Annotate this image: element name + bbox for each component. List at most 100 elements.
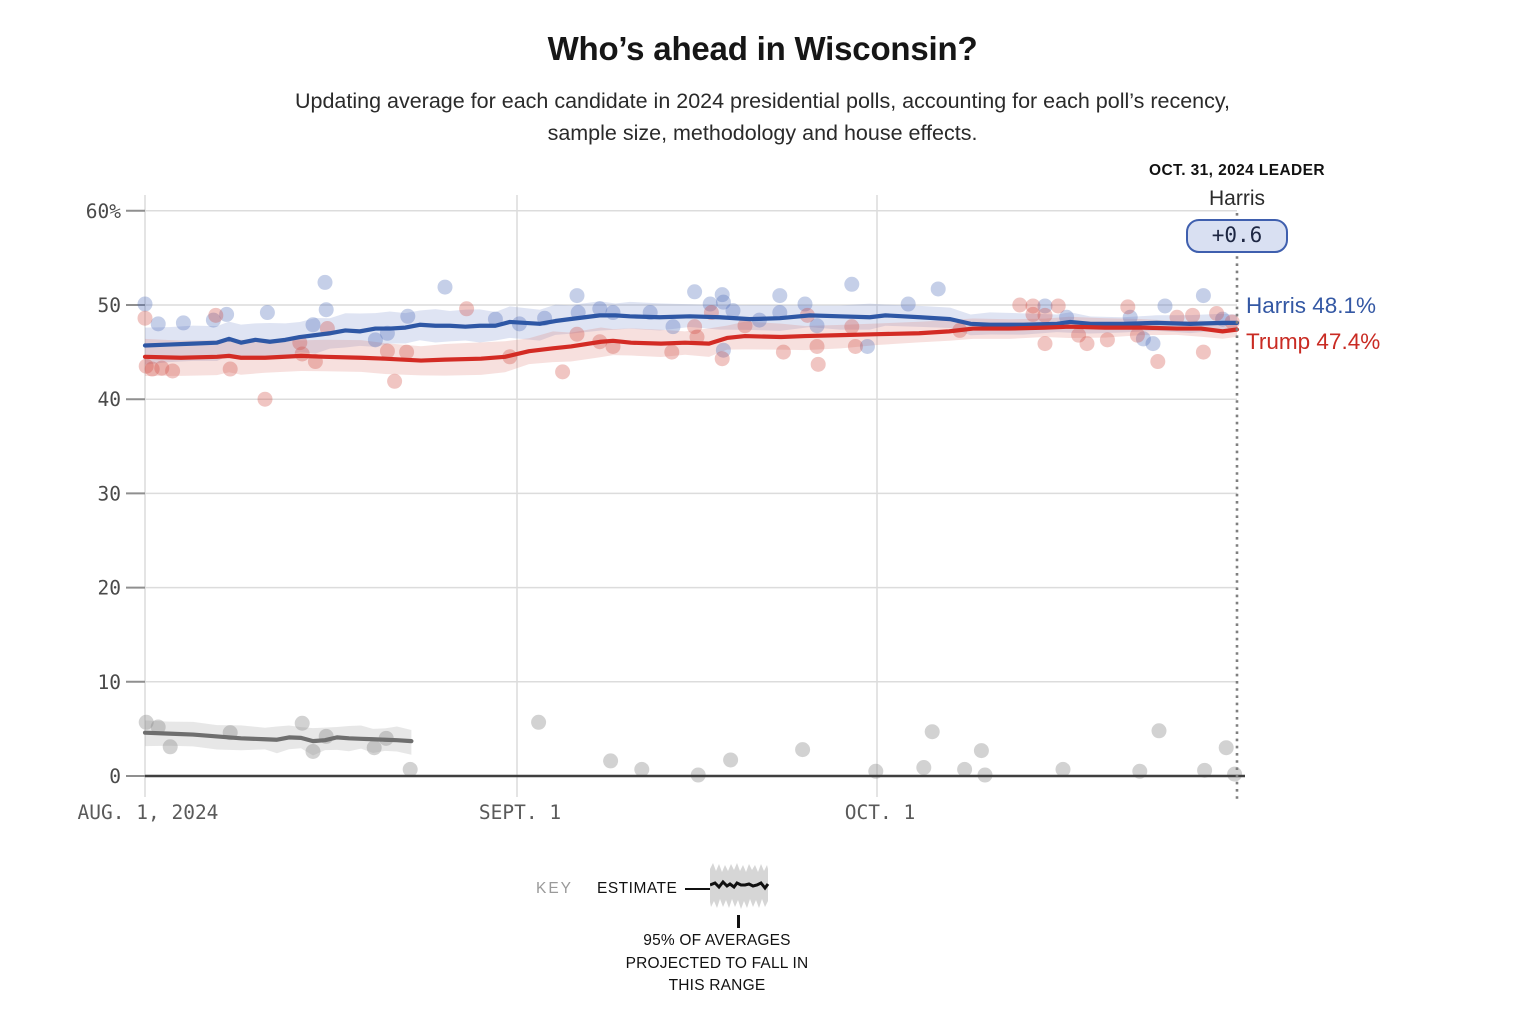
x-tick-label: SEPT. 1	[479, 801, 561, 824]
poll-dot	[175, 315, 191, 331]
poll-dot	[387, 373, 403, 389]
poll-dot	[1037, 336, 1053, 352]
poll-dot	[957, 761, 973, 777]
poll-dot	[437, 279, 453, 295]
leader-margin-badge: +0.6	[1186, 219, 1288, 253]
key-caption-line-1: 95% OF AVERAGES	[643, 932, 791, 949]
poll-dot	[689, 329, 705, 345]
x-tick-label: AUG. 1, 2024	[78, 801, 219, 824]
poll-dot	[531, 714, 547, 730]
poll-dot	[1129, 327, 1145, 343]
poll-dot	[1185, 307, 1201, 323]
poll-dot	[1195, 344, 1211, 360]
poll-dot	[687, 319, 703, 335]
poll-dot	[900, 296, 916, 312]
poll-dot	[1099, 332, 1115, 348]
trump-average-line	[142, 324, 1240, 363]
poll-dot	[924, 724, 940, 740]
x-tick-label: OCT. 1	[845, 801, 915, 824]
harris-final-value-label: Harris 48.1%	[1246, 293, 1377, 318]
poll-dot	[605, 305, 621, 321]
poll-dot	[1079, 336, 1095, 352]
poll-dot	[714, 287, 730, 303]
poll-dot	[687, 284, 703, 300]
poll-dot	[138, 714, 154, 730]
y-tick-label: 10	[98, 671, 121, 694]
y-tick-label: 20	[98, 577, 121, 600]
poll-dot	[137, 296, 153, 312]
estimate-label: ESTIMATE	[597, 880, 678, 897]
poll-dot	[916, 760, 932, 776]
poll-dot	[205, 312, 221, 328]
poll-dot	[1135, 331, 1151, 347]
y-tick-label: 0	[109, 765, 121, 788]
poll-dot	[715, 294, 731, 310]
poll-dot	[1025, 298, 1041, 314]
poll-dot	[1071, 327, 1087, 343]
poll-dot	[1050, 298, 1066, 314]
poll-dot	[1055, 761, 1071, 777]
poll-dot	[399, 344, 415, 360]
poll-dot	[366, 740, 382, 756]
other-poll-dots	[138, 714, 1243, 783]
poll-dot	[569, 288, 585, 304]
poll-dot	[318, 302, 334, 318]
poll-dot	[797, 296, 813, 312]
poll-dot	[775, 344, 791, 360]
poll-dot	[1195, 288, 1211, 304]
poll-dot	[137, 310, 153, 326]
poll-dot	[1169, 309, 1185, 325]
poll-dot	[259, 305, 275, 321]
poll-dot	[219, 306, 235, 322]
poll-dot	[138, 358, 154, 374]
other-average-line	[142, 730, 414, 744]
poll-dot	[317, 274, 333, 290]
poll-dot	[844, 276, 860, 292]
page-subtitle: Updating average for each candidate in 2…	[0, 85, 1525, 149]
harris-uncertainty-band	[145, 301, 1237, 365]
poll-dot	[1157, 298, 1173, 314]
x-grid: AUG. 1, 2024 SEPT. 1 OCT. 1	[78, 195, 915, 824]
poll-dot	[1150, 354, 1166, 370]
poll-dot	[555, 364, 571, 380]
poll-dot	[402, 761, 418, 777]
poll-dot	[208, 307, 224, 323]
poll-dot	[1037, 298, 1053, 314]
y-grid: 0 10 20 30 40 50 60%	[86, 200, 1237, 788]
poll-dot	[569, 326, 585, 342]
poll-dot	[715, 342, 731, 358]
key-connector-line	[685, 888, 712, 890]
poll-dot	[400, 308, 416, 324]
harris-average-line	[142, 313, 1240, 348]
leader-name: Harris	[1209, 187, 1265, 210]
poll-dot	[1025, 306, 1041, 322]
trump-poll-dots	[137, 297, 1240, 407]
key-band-shape	[710, 863, 768, 909]
poll-dot	[809, 318, 825, 334]
poll-dot	[714, 351, 730, 367]
estimate-band-swatch	[710, 863, 770, 909]
poll-dot	[162, 739, 178, 755]
poll-dot	[973, 743, 989, 759]
key-caption-line-3: THIS RANGE	[668, 977, 766, 994]
poll-dot	[154, 360, 170, 376]
poll-dot	[1209, 305, 1225, 321]
y-tick-label: 30	[98, 482, 121, 505]
poll-dot	[305, 317, 321, 333]
poll-dot	[379, 343, 395, 359]
leader-heading: OCT. 31, 2024 LEADER	[1149, 162, 1325, 179]
poll-dot	[1197, 762, 1213, 778]
poll-dot	[809, 338, 825, 354]
poll-dot	[305, 744, 321, 760]
poll-dot	[1151, 723, 1167, 739]
poll-dot	[772, 288, 788, 304]
poll-dot	[810, 356, 826, 372]
y-tick-label: 50	[98, 294, 121, 317]
poll-dot	[592, 301, 608, 317]
key-range-caption: 95% OF AVERAGES PROJECTED TO FALL IN THI…	[567, 930, 867, 998]
key-estimate-squiggle	[710, 879, 770, 891]
poll-dot	[1037, 307, 1053, 323]
poll-dot	[1145, 336, 1161, 352]
y-tick-label: 60%	[86, 200, 121, 223]
